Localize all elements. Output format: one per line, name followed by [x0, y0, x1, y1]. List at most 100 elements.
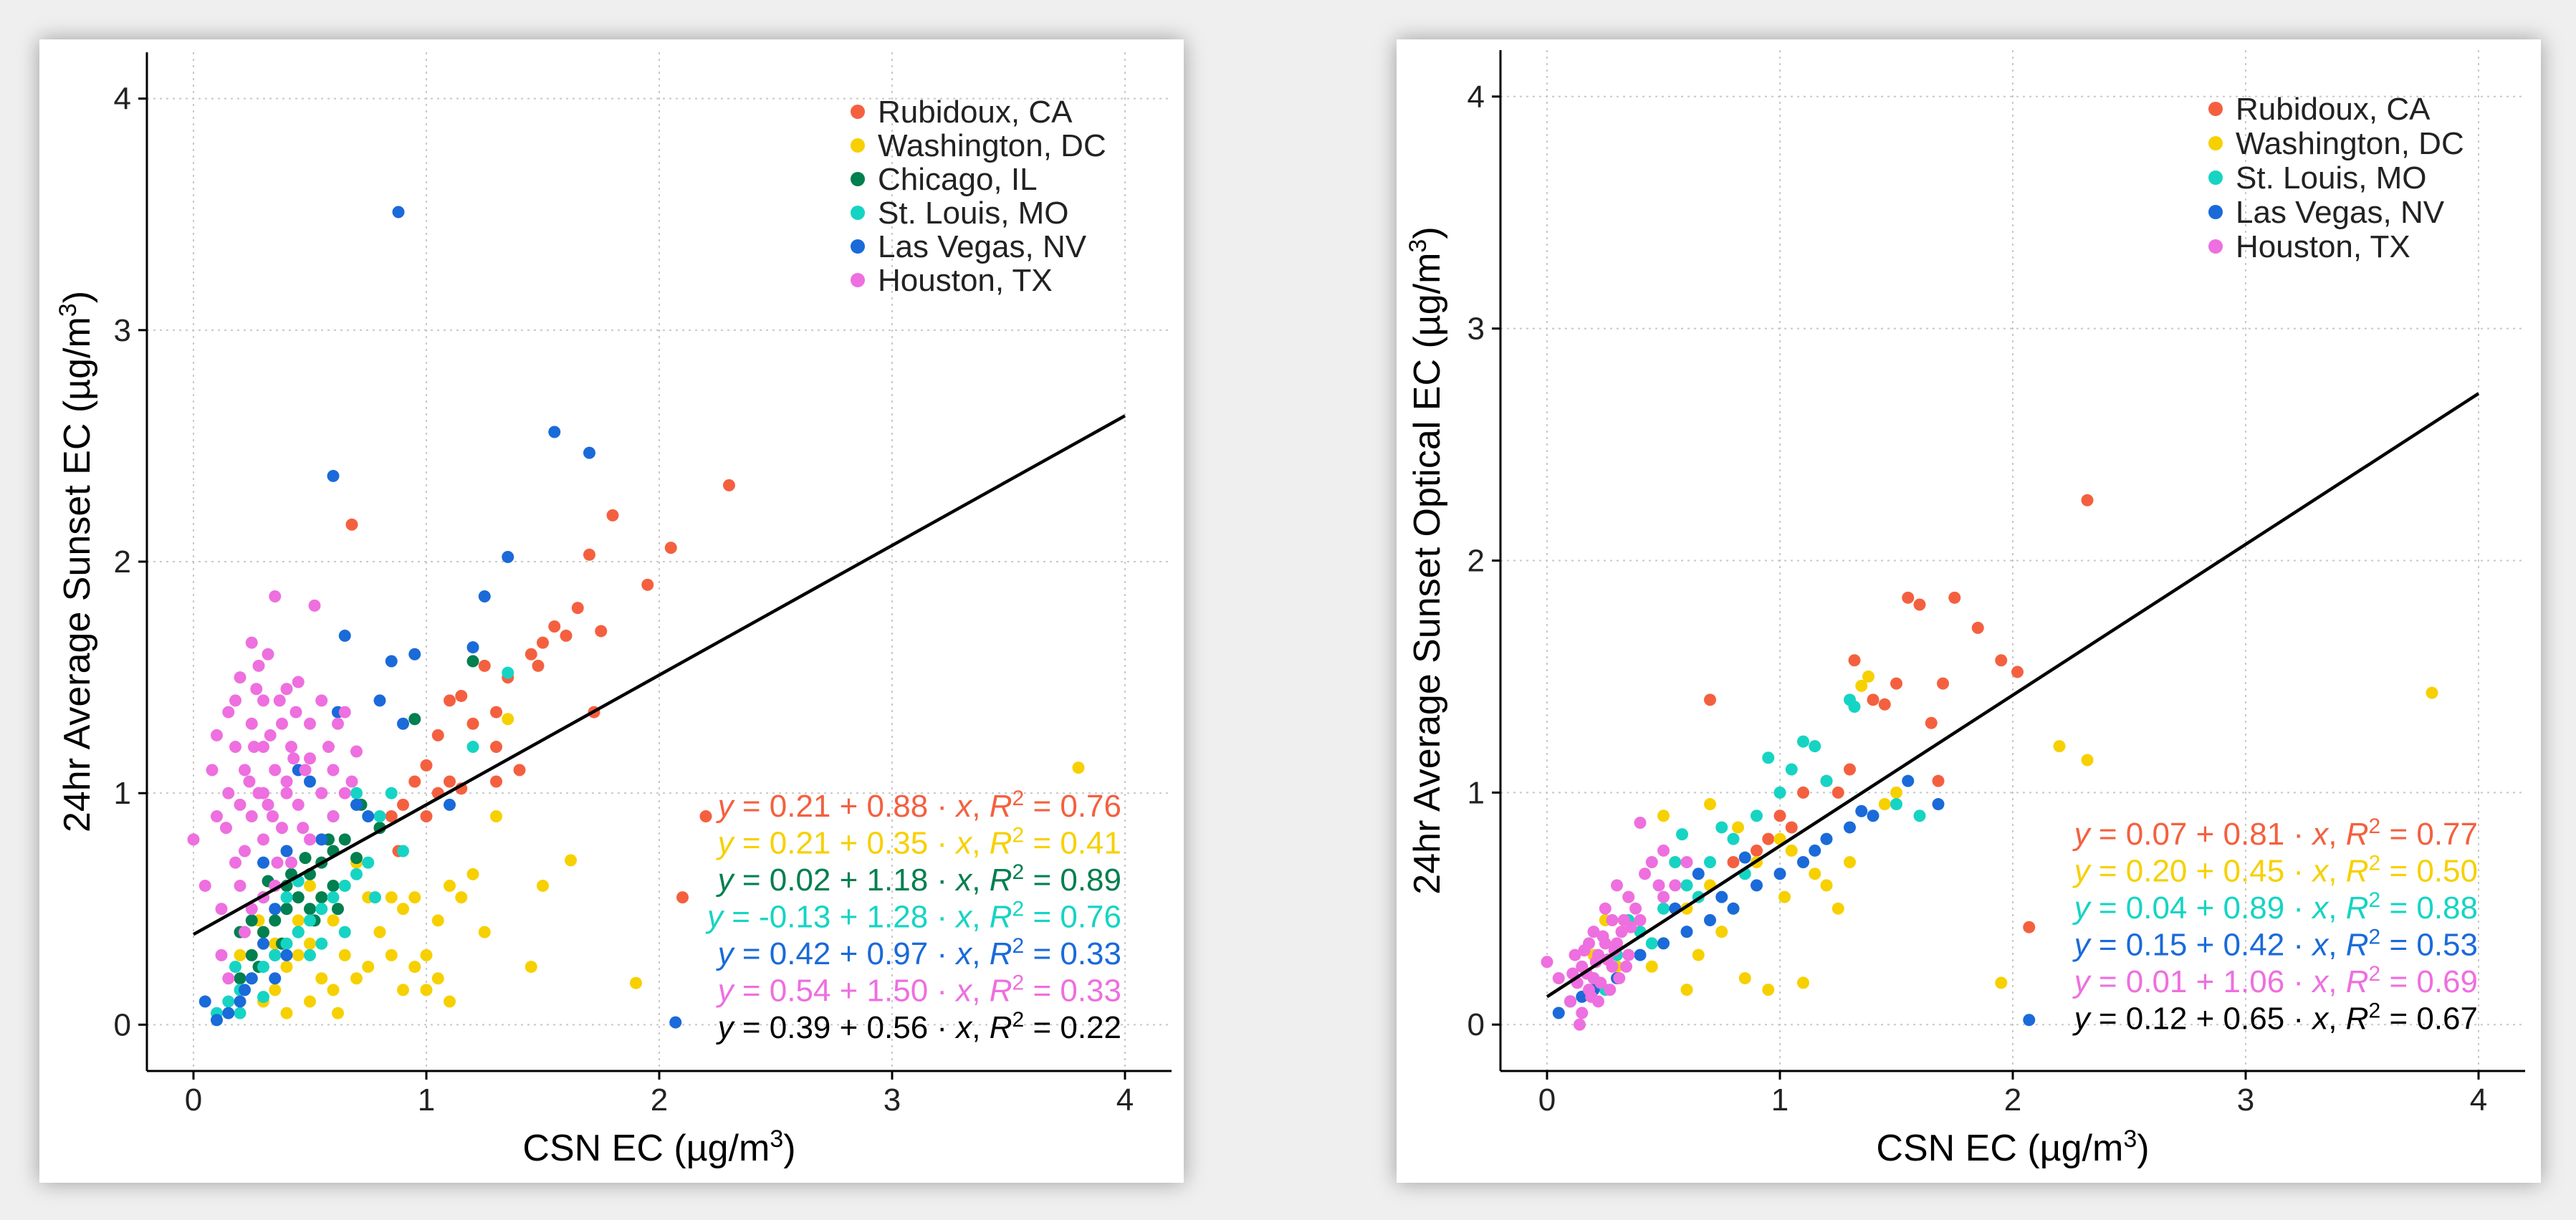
data-point — [385, 891, 398, 904]
data-point — [723, 479, 735, 491]
data-point — [280, 845, 293, 858]
data-point — [315, 937, 328, 950]
y-axis-title: 24hr Average Sunset EC (µg/m3) — [54, 291, 98, 832]
x-axis-title: CSN EC (µg/m3) — [522, 1125, 795, 1169]
eq-sep: , — [972, 974, 989, 1009]
data-point — [2081, 754, 2094, 767]
data-point — [1615, 926, 1628, 938]
data-point — [2053, 740, 2066, 753]
y-tick-label: 1 — [114, 776, 131, 811]
eq-r-superscript: 2 — [1012, 787, 1025, 810]
data-point — [222, 787, 235, 799]
eq-y: y — [2072, 964, 2092, 999]
legend-marker — [851, 206, 865, 220]
data-point — [1932, 774, 1945, 787]
data-point — [1848, 701, 1861, 714]
data-point — [641, 578, 654, 591]
legend-label: Las Vegas, NV — [878, 229, 1087, 264]
data-point — [1797, 735, 1809, 748]
data-point — [676, 891, 689, 904]
data-point — [248, 741, 260, 754]
data-point — [1657, 890, 1670, 903]
data-point — [280, 937, 293, 950]
eq-r: R — [2346, 928, 2369, 963]
data-point — [222, 995, 235, 1008]
data-point — [1578, 944, 1591, 957]
data-point — [239, 845, 251, 858]
data-point — [297, 822, 310, 835]
eq-y: y — [705, 900, 725, 935]
data-point — [269, 903, 282, 916]
eq-sep: , — [2328, 1002, 2345, 1037]
equation-text: y = 0.54 + 1.50 · x, R2 = 0.33 — [716, 971, 1121, 1009]
data-point — [1704, 913, 1716, 926]
data-point — [373, 926, 386, 938]
data-point — [1902, 591, 1915, 604]
data-point — [525, 648, 537, 661]
data-point — [1878, 698, 1891, 711]
data-point — [327, 469, 340, 482]
data-point — [1599, 902, 1612, 915]
series-houston-tx — [1541, 816, 1693, 1031]
data-point — [699, 810, 712, 822]
x-axis-title: CSN EC (µg/m3) — [1876, 1125, 2149, 1169]
eq-r-superscript: 2 — [1012, 1008, 1025, 1032]
data-point — [234, 1007, 246, 1019]
data-point — [1692, 868, 1705, 880]
data-point — [1594, 976, 1607, 989]
data-point — [583, 548, 595, 561]
data-point — [315, 787, 328, 799]
y-axis-title-superscript: 3 — [54, 303, 82, 317]
data-point — [1680, 984, 1693, 996]
eq-sep: , — [972, 863, 989, 898]
equation-text: y = 0.42 + 0.97 · x, R2 = 0.33 — [716, 934, 1121, 972]
x-tick-label: 4 — [2470, 1082, 2487, 1118]
eq-r-superscript: 2 — [2369, 851, 2381, 875]
data-point — [1564, 995, 1576, 1008]
data-point — [1604, 984, 1617, 996]
data-point — [478, 590, 491, 602]
data-point — [392, 206, 405, 218]
data-point — [444, 694, 456, 707]
data-point — [1773, 832, 1786, 845]
data-point — [1576, 1007, 1589, 1019]
eq-x: x — [2311, 817, 2330, 852]
data-point — [664, 542, 677, 554]
equation-text: y = 0.39 + 0.56 · x, R2 = 0.22 — [716, 1008, 1121, 1046]
data-point — [327, 984, 340, 996]
legend-marker — [851, 172, 865, 186]
data-point — [1606, 913, 1619, 926]
y-tick-label: 2 — [1467, 544, 1485, 579]
eq-coefficients: = 0.02 + 1.18 · — [734, 863, 957, 898]
x-tick-label: 1 — [1771, 1082, 1789, 1118]
data-point — [385, 787, 398, 799]
data-point — [466, 868, 479, 880]
data-point — [292, 926, 305, 938]
data-point — [327, 879, 340, 892]
eq-coefficients: = 0.39 + 0.56 · — [734, 1010, 957, 1045]
data-point — [304, 937, 316, 950]
eq-r2-value: = 0.76 — [1024, 900, 1121, 935]
eq-x: x — [2311, 890, 2330, 926]
data-point — [327, 764, 340, 777]
data-point — [269, 590, 282, 602]
equation-text: y = 0.21 + 0.35 · x, R2 = 0.41 — [716, 823, 1121, 861]
data-point — [304, 948, 316, 961]
data-point — [397, 717, 409, 730]
data-point — [466, 741, 479, 754]
eq-r2-value: = 0.33 — [1024, 936, 1121, 971]
eq-sep: , — [972, 1010, 989, 1045]
data-point — [408, 648, 421, 661]
legend-marker — [2208, 102, 2223, 116]
data-point — [304, 833, 316, 846]
data-point — [315, 903, 328, 916]
data-point — [1773, 786, 1786, 799]
data-point — [332, 1007, 344, 1019]
data-point — [262, 798, 274, 811]
data-point — [211, 810, 223, 822]
data-point — [257, 856, 269, 869]
equation-text: y = 0.07 + 0.81 · x, R2 = 0.77 — [2072, 815, 2478, 852]
data-point — [239, 764, 251, 777]
data-point — [327, 810, 340, 822]
